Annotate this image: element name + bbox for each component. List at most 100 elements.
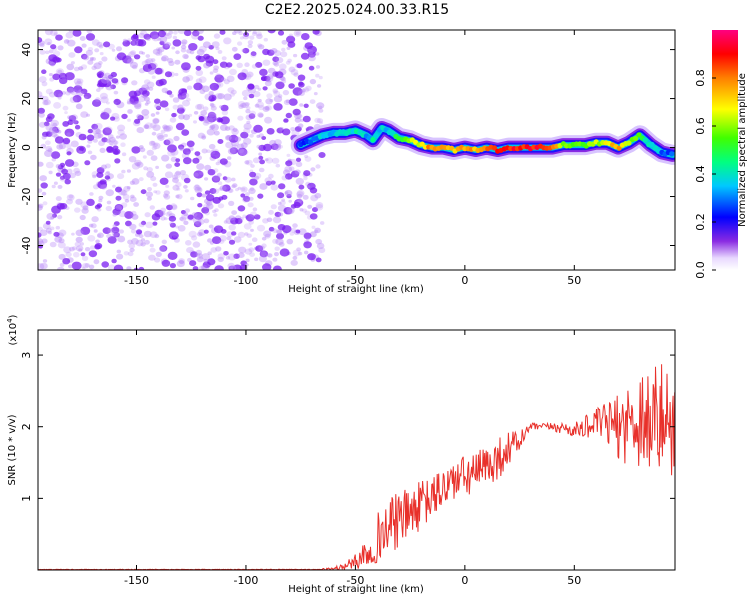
noise-blob	[314, 117, 321, 124]
noise-blob	[142, 155, 147, 159]
noise-blob	[81, 255, 89, 262]
noise-blob	[171, 235, 177, 240]
noise-blob	[221, 77, 226, 82]
noise-blob	[124, 211, 134, 219]
noise-blob	[183, 177, 191, 184]
noise-blob	[304, 210, 311, 216]
noise-blob	[70, 89, 78, 96]
noise-blob	[215, 246, 222, 252]
noise-blob	[96, 167, 105, 174]
noise-blob	[258, 167, 265, 173]
noise-blob	[266, 93, 273, 99]
noise-blob	[307, 54, 316, 62]
noise-blob	[66, 144, 72, 149]
noise-blob	[44, 30, 53, 36]
ridge-cell	[373, 133, 379, 139]
noise-blob	[285, 60, 291, 65]
noise-blob	[204, 164, 212, 171]
noise-blob	[151, 131, 157, 136]
noise-blob	[232, 31, 237, 35]
noise-blob	[232, 264, 242, 270]
noise-blob	[204, 190, 211, 195]
noise-blob	[295, 31, 300, 36]
noise-blob	[196, 30, 204, 34]
noise-blob	[285, 173, 293, 180]
noise-blob	[205, 117, 214, 125]
noise-blob	[62, 121, 70, 127]
noise-blob	[180, 44, 187, 50]
noise-blob	[45, 145, 53, 152]
noise-blob	[74, 124, 81, 130]
noise-blob	[121, 169, 126, 174]
noise-blob	[62, 105, 69, 111]
snr-y-axis-label: SNR (10 * v/v)	[7, 414, 18, 485]
noise-blob	[273, 90, 281, 97]
noise-blob	[201, 85, 210, 93]
noise-blob	[285, 112, 292, 119]
noise-blob	[267, 30, 276, 34]
noise-blob	[244, 160, 250, 165]
noise-blob	[176, 193, 183, 200]
noise-blob	[314, 229, 319, 233]
noise-blob	[176, 187, 181, 191]
noise-blob	[297, 251, 303, 256]
noise-blob	[265, 75, 274, 83]
noise-blob	[145, 54, 151, 58]
noise-blob	[268, 226, 275, 232]
noise-blob	[129, 247, 135, 253]
noise-blob	[206, 200, 213, 206]
noise-blob	[106, 146, 114, 153]
noise-blob	[264, 233, 271, 239]
noise-blob	[314, 192, 322, 199]
noise-blob	[152, 124, 161, 131]
ridge-cell	[642, 137, 649, 143]
noise-blob	[258, 133, 264, 138]
noise-blob	[297, 198, 303, 203]
noise-blob	[87, 59, 94, 65]
noise-blob	[57, 184, 63, 189]
noise-blob	[212, 196, 221, 204]
noise-blob	[169, 117, 177, 123]
noise-blob	[277, 201, 282, 206]
noise-blob	[181, 39, 188, 45]
noise-blob	[217, 93, 225, 100]
noise-blob	[196, 192, 203, 198]
noise-blob	[181, 88, 188, 94]
noise-blob	[207, 238, 213, 243]
noise-blob	[95, 97, 101, 102]
noise-blob	[293, 201, 301, 209]
noise-blob	[316, 102, 325, 109]
noise-blob	[275, 229, 282, 235]
noise-blob	[135, 229, 143, 235]
noise-blob	[93, 62, 102, 70]
noise-blob	[259, 68, 268, 76]
noise-blob	[122, 194, 130, 200]
noise-blob	[173, 135, 180, 142]
noise-blob	[258, 245, 265, 251]
noise-blob	[146, 37, 151, 41]
noise-blob	[249, 35, 255, 40]
noise-blob	[239, 264, 247, 270]
noise-blob	[192, 241, 201, 248]
noise-blob	[186, 247, 194, 254]
noise-blob	[141, 109, 150, 116]
noise-blob	[38, 204, 43, 211]
noise-blob	[305, 85, 312, 92]
noise-blob	[215, 73, 221, 78]
noise-blob	[237, 101, 246, 107]
noise-blob	[165, 124, 173, 132]
noise-blob	[143, 230, 152, 238]
snr-panel: -150 -100 -50 0 50 1 2 3 Height of straight li…	[6, 314, 676, 595]
noise-blob	[130, 229, 137, 234]
noise-blob	[40, 182, 48, 189]
noise-blob	[123, 185, 131, 192]
noise-blob	[270, 204, 277, 210]
noise-blob	[290, 170, 300, 178]
noise-blob	[144, 239, 150, 245]
signal-ridge	[290, 118, 675, 165]
noise-blob	[89, 56, 94, 61]
noise-blob	[123, 251, 129, 256]
noise-blob	[308, 51, 316, 58]
noise-blob	[159, 36, 168, 43]
